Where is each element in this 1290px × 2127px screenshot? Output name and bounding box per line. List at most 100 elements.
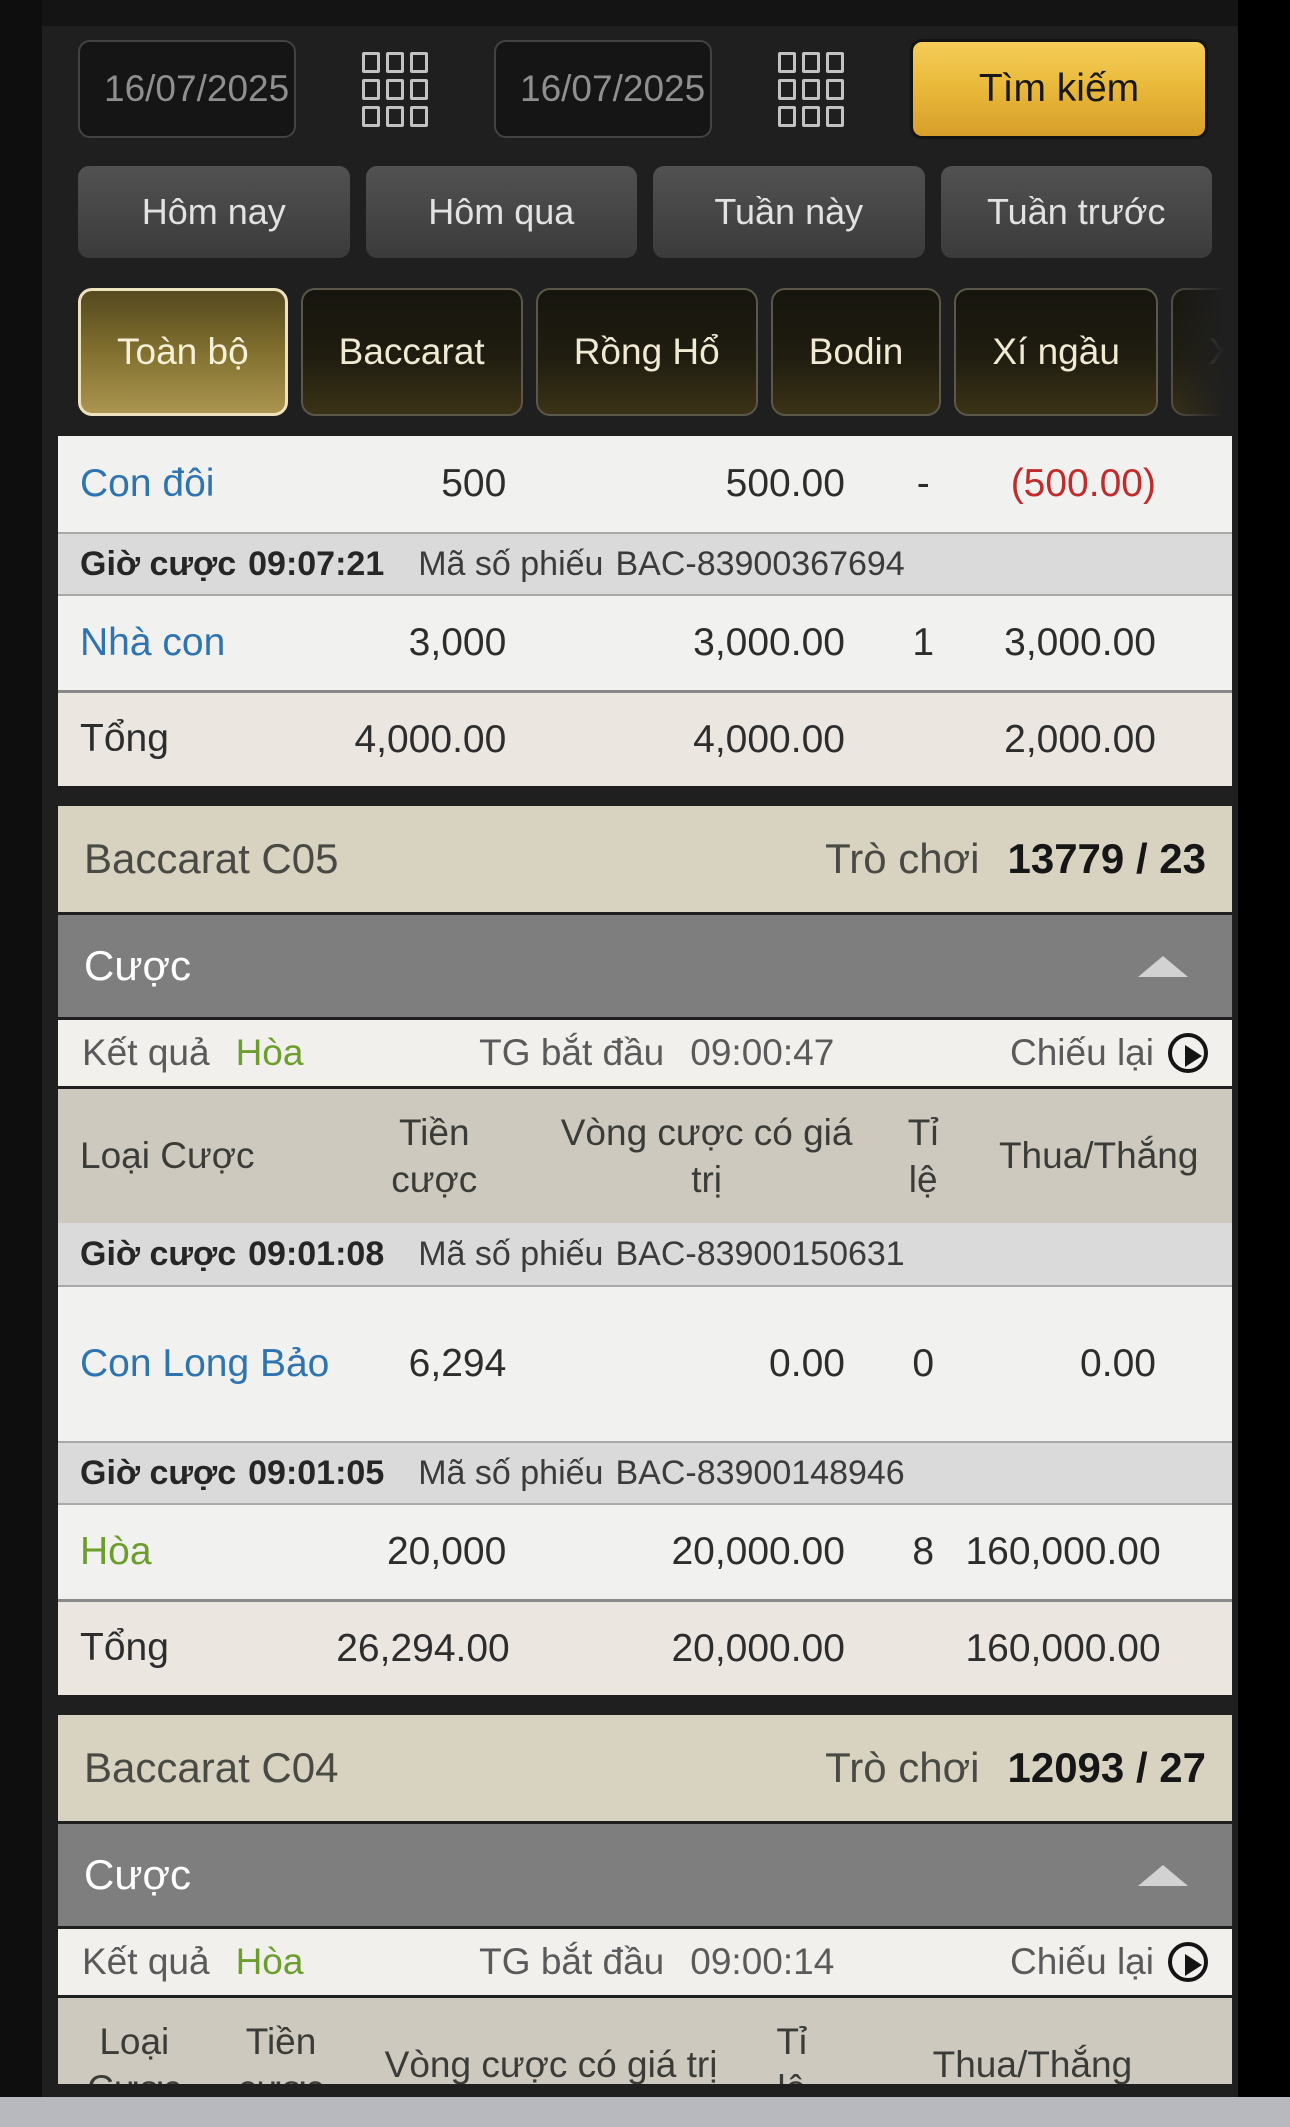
total-bet: 26,294.00 — [336, 1626, 510, 1670]
bet-table-c05: Giờ cược 09:01:08 Mã số phiếu BAC-83900150… — [58, 1223, 1232, 1695]
this-week-button[interactable]: Tuần này — [653, 166, 925, 258]
bet-type-link[interactable]: Con Long Bảo — [80, 1341, 330, 1385]
tab-lottery-clipped[interactable]: Xổ — [1170, 288, 1232, 416]
tab-all[interactable]: Toàn bộ — [78, 288, 288, 416]
replay-label: Chiếu lại — [1010, 1941, 1154, 1982]
date-to-input[interactable]: 16/07/2025 — [494, 40, 712, 138]
last-week-button[interactable]: Tuần trước — [940, 166, 1212, 258]
ratio: 1 — [912, 621, 935, 664]
ticket-label: Mã số phiếu — [418, 1234, 604, 1273]
round-result-row: Kết quả Hòa TG bắt đầu 09:00:47 Chiếu lạ… — [58, 1020, 1232, 1086]
calendar-grid-icon[interactable] — [778, 51, 844, 127]
col-header: Loại Cược — [87, 2020, 181, 2084]
calendar-grid-icon[interactable] — [362, 51, 428, 127]
date-from-input[interactable]: 16/07/2025 — [78, 40, 296, 138]
valid-amount: 0.00 — [769, 1342, 845, 1385]
replay-link[interactable]: Chiếu lại — [1010, 1941, 1208, 1983]
valid-amount: 20,000.00 — [671, 1530, 845, 1573]
valid-amount: 3,000.00 — [693, 621, 845, 664]
tab-dragon-tiger[interactable]: Rồng Hổ — [535, 288, 758, 416]
ticket-number: BAC-83900150631 — [615, 1234, 905, 1273]
game-section-baccarat-c05: Baccarat C05 Trò chơi 13779 / 23 Cược Kế… — [58, 806, 1232, 1695]
section-header: Baccarat C05 Trò chơi 13779 / 23 — [58, 806, 1232, 912]
ticket-meta-row: Giờ cược 09:07:21 Mã số phiếu BAC-83900367… — [58, 532, 1232, 594]
total-row: Tổng 26,294.00 20,000.00 160,000.00 — [58, 1599, 1232, 1695]
col-header: Tỉ lệ — [907, 1111, 939, 1200]
ticket-meta-row: Giờ cược 09:01:05 Mã số phiếu BAC-83900148… — [58, 1441, 1232, 1503]
valid-amount: 500.00 — [725, 462, 845, 505]
bet-amount: 3,000 — [408, 621, 507, 664]
bets-label: Cược — [84, 942, 191, 989]
bets-label: Cược — [84, 1851, 191, 1898]
bet-amount: 500 — [441, 462, 507, 505]
replay-label: Chiếu lại — [1010, 1032, 1154, 1073]
game-number: 12093 / 27 — [1007, 1744, 1206, 1791]
search-button[interactable]: Tìm kiếm — [910, 39, 1208, 139]
ticket-number: BAC-83900148946 — [615, 1453, 905, 1492]
winloss-amount: 0.00 — [1080, 1342, 1156, 1385]
col-header: Tỉ lệ — [776, 2020, 808, 2084]
ratio: - — [916, 462, 930, 505]
right-letterbox — [1238, 0, 1290, 2097]
bottom-system-bar — [0, 2097, 1290, 2127]
bet-type-link[interactable]: Nhà con — [80, 620, 226, 664]
bet-time-value: 09:01:05 — [248, 1453, 385, 1492]
ticket-label: Mã số phiếu — [418, 544, 604, 583]
ratio: 8 — [912, 1530, 935, 1573]
bet-time-label: Giờ cược — [80, 544, 237, 583]
play-icon[interactable] — [1167, 1033, 1208, 1073]
total-winloss: 160,000.00 — [965, 1626, 1161, 1670]
today-button[interactable]: Hôm nay — [78, 166, 350, 258]
top-letterbox — [0, 0, 1290, 26]
col-header: Thua/Thắng — [998, 1135, 1199, 1177]
tab-bodin[interactable]: Bodin — [770, 288, 942, 416]
result-value: Hòa — [235, 1032, 304, 1073]
total-row: Tổng 4,000.00 4,000.00 2,000.00 — [58, 690, 1232, 786]
date-filter-row: 16/07/2025 16/07/2025 Tìm kiếm — [78, 38, 1208, 140]
col-header: Thua/Thắng — [932, 2044, 1133, 2084]
table-row: Hòa 20,000 20,000.00 8 160,000.00 — [58, 1503, 1232, 1599]
collapse-up-icon[interactable] — [1138, 955, 1188, 977]
total-valid: 4,000.00 — [693, 717, 845, 761]
bet-table-top: Con đôi 500 500.00 - (500.00) Giờ cược 09… — [58, 436, 1232, 786]
winloss-amount: 160,000.00 — [965, 1530, 1161, 1573]
bet-amount: 6,294 — [408, 1342, 507, 1385]
ticket-label: Mã số phiếu — [418, 1453, 604, 1492]
game-number: 13779 / 23 — [1007, 835, 1206, 882]
bet-time-value: 09:01:08 — [248, 1234, 385, 1273]
bet-time-label: Giờ cược — [80, 1453, 237, 1492]
clipped-header-row: Loại Cược Tiền cược Vòng cược có giá trị… — [58, 1998, 1232, 2084]
bet-amount: 20,000 — [386, 1530, 507, 1573]
col-header: Vòng cược có giá trị — [560, 1111, 853, 1200]
bets-collapse-bar[interactable]: Cược — [58, 915, 1232, 1017]
ticket-number: BAC-83900367694 — [615, 544, 905, 583]
bet-type-link[interactable]: Hòa — [80, 1529, 152, 1573]
total-bet: 4,000.00 — [354, 717, 507, 761]
bets-collapse-bar[interactable]: Cược — [58, 1824, 1232, 1926]
total-label: Tổng — [80, 717, 169, 761]
tab-baccarat[interactable]: Baccarat — [300, 288, 523, 416]
winloss-amount: 3,000.00 — [1004, 621, 1156, 664]
round-result-row: Kết quả Hòa TG bắt đầu 09:00:14 Chiếu lạ… — [58, 1929, 1232, 1995]
tab-sicbo[interactable]: Xí ngầu — [954, 288, 1158, 416]
game-section-baccarat-c04: Baccarat C04 Trò chơi 12093 / 27 Cược Kế… — [58, 1715, 1232, 2084]
section-header: Baccarat C04 Trò chơi 12093 / 27 — [58, 1715, 1232, 1821]
left-letterbox — [0, 0, 42, 2097]
bet-type-link[interactable]: Con đôi — [80, 461, 215, 505]
result-label: Kết quả — [82, 1941, 210, 1982]
total-label: Tổng — [80, 1626, 169, 1670]
result-value: Hòa — [235, 1941, 304, 1982]
table-header-row: Loại Cược Tiền cược Vòng cược có giá trị… — [58, 1089, 1232, 1223]
table-row: Con đôi 500 500.00 - (500.00) — [58, 436, 1232, 532]
replay-link[interactable]: Chiếu lại — [1010, 1032, 1208, 1074]
collapse-up-icon[interactable] — [1138, 1864, 1188, 1886]
play-icon[interactable] — [1167, 1942, 1208, 1982]
ratio: 0 — [912, 1342, 935, 1385]
total-valid: 20,000.00 — [671, 1626, 845, 1670]
bet-time-label: Giờ cược — [80, 1234, 237, 1273]
col-header: Tiền cược — [238, 2020, 324, 2084]
yesterday-button[interactable]: Hôm qua — [365, 166, 637, 258]
result-label: Kết quả — [82, 1032, 210, 1073]
game-label: Trò chơi — [825, 1744, 980, 1791]
bet-history-page: 16/07/2025 16/07/2025 Tìm kiếm Hôm nay H… — [58, 0, 1232, 2084]
